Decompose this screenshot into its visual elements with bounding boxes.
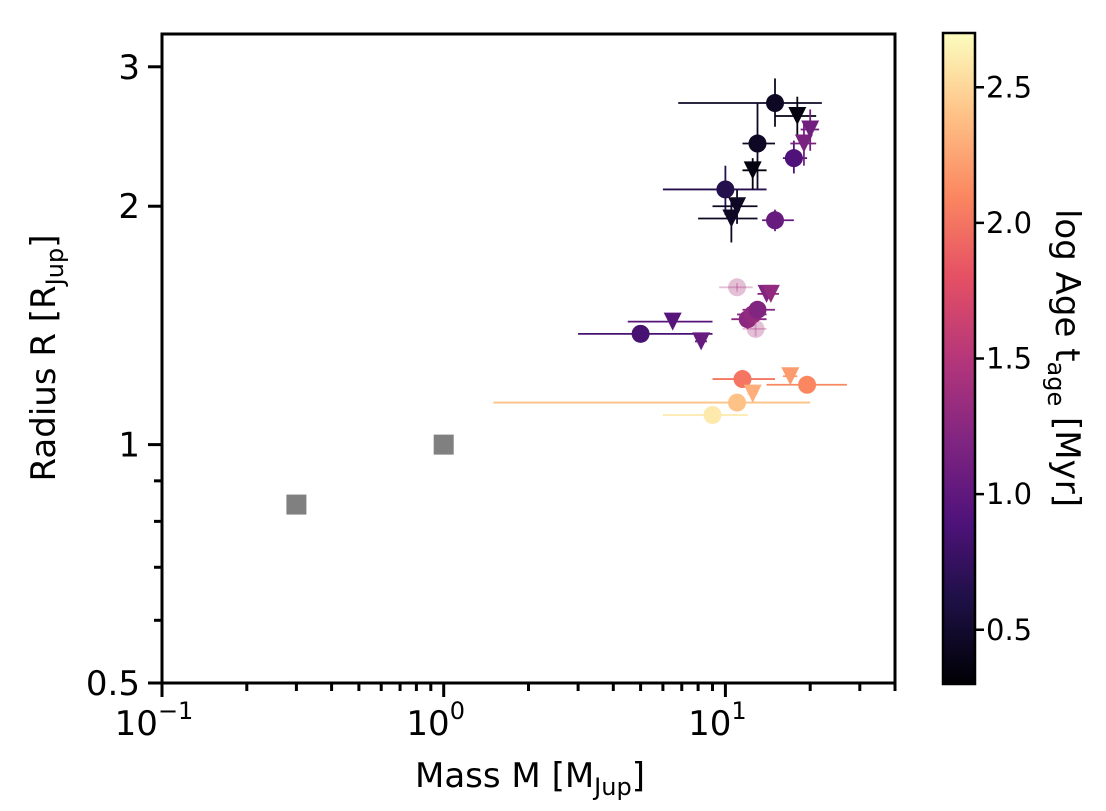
colorbar-label: log Age tage [Myr]	[1042, 209, 1087, 507]
circle-marker	[733, 370, 752, 389]
triangle-marker	[722, 209, 741, 228]
y-tick-label: 1	[118, 426, 140, 466]
triangle-marker	[794, 134, 813, 153]
x-tick-label: 100	[406, 697, 465, 744]
triangle-marker	[781, 367, 800, 386]
triangle-marker	[761, 284, 780, 303]
circle-marker	[798, 375, 817, 394]
circle-marker	[631, 324, 650, 343]
circle-marker	[748, 134, 767, 153]
triangle-marker	[692, 332, 711, 351]
circle-marker	[766, 94, 785, 113]
circle-marker	[766, 211, 785, 230]
y-tick-label: 0.5	[86, 664, 140, 704]
triangle-marker	[801, 120, 820, 139]
colorbar-tick-label: 2.5	[986, 70, 1032, 104]
x-tick-label: 101	[688, 697, 747, 744]
triangle-marker	[663, 312, 682, 331]
y-axis-label: Radius R [RJup]	[24, 235, 69, 482]
colorbar-tick-label: 2.0	[986, 206, 1032, 240]
circle-marker	[728, 393, 747, 412]
colorbar-tick-label: 1.0	[986, 477, 1032, 511]
triangle-marker	[743, 161, 762, 180]
x-axis-label: Mass M [MJup]	[415, 756, 645, 801]
x-tick-label: 10−1	[115, 697, 194, 744]
reference-marker-jupiter	[433, 434, 454, 455]
colorbar-tick-label: 1.5	[986, 342, 1032, 376]
triangle-marker	[788, 106, 807, 125]
circle-marker	[716, 180, 735, 199]
colorbar	[943, 33, 975, 684]
data-markers	[286, 94, 820, 515]
circle-marker	[703, 405, 722, 424]
circle-marker	[784, 149, 803, 168]
reference-marker-saturn	[286, 494, 307, 515]
axes: 10−1 100 101 0.5 1 2 3	[86, 48, 897, 744]
y-tick-label: 2	[118, 187, 140, 227]
circle-marker	[746, 319, 765, 338]
plot-background	[162, 34, 895, 683]
colorbar-ticks: 0.5 1.0 1.5 2.0 2.5	[975, 70, 1032, 647]
y-tick-label: 3	[118, 48, 140, 88]
circle-marker	[748, 300, 767, 319]
colorbar-tick-label: 0.5	[986, 613, 1032, 647]
circle-marker	[728, 278, 747, 297]
triangle-marker	[728, 197, 747, 216]
triangle-marker	[743, 384, 762, 403]
